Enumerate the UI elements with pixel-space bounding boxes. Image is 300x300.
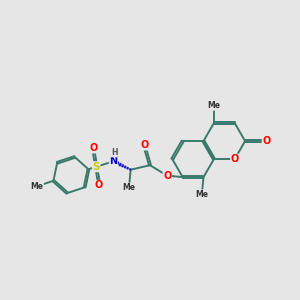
Text: O: O (263, 136, 271, 146)
Text: H: H (111, 148, 117, 157)
Text: Me: Me (30, 182, 44, 191)
Text: O: O (94, 180, 103, 190)
Text: O: O (141, 140, 149, 150)
Text: S: S (92, 162, 100, 172)
Text: Me: Me (196, 190, 208, 199)
Text: Me: Me (123, 183, 136, 192)
Text: O: O (163, 171, 171, 181)
Text: Me: Me (207, 101, 220, 110)
Text: O: O (90, 143, 98, 153)
Text: N: N (110, 156, 118, 167)
Text: O: O (231, 154, 239, 164)
